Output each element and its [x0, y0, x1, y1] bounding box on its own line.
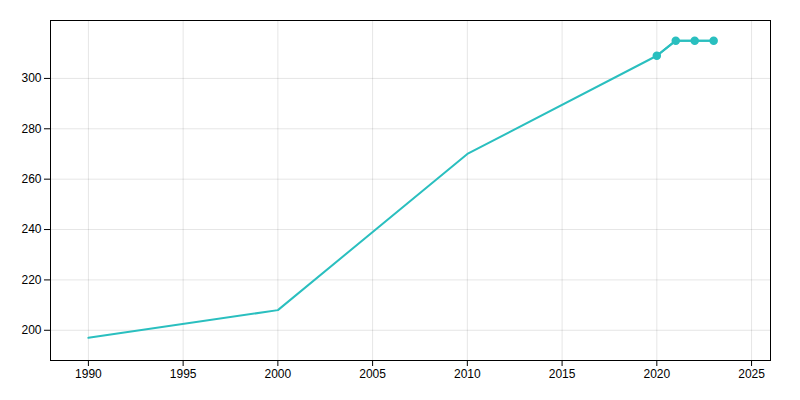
svg-text:220: 220	[21, 273, 41, 287]
svg-text:2020: 2020	[643, 367, 670, 381]
svg-text:1990: 1990	[75, 367, 102, 381]
svg-text:2025: 2025	[738, 367, 765, 381]
svg-text:280: 280	[21, 122, 41, 136]
svg-text:200: 200	[21, 323, 41, 337]
svg-text:1995: 1995	[170, 367, 197, 381]
svg-text:2015: 2015	[549, 367, 576, 381]
svg-text:240: 240	[21, 222, 41, 236]
svg-text:260: 260	[21, 172, 41, 186]
svg-text:300: 300	[21, 71, 41, 85]
svg-text:2000: 2000	[265, 367, 292, 381]
svg-text:2005: 2005	[359, 367, 386, 381]
svg-text:2010: 2010	[454, 367, 481, 381]
